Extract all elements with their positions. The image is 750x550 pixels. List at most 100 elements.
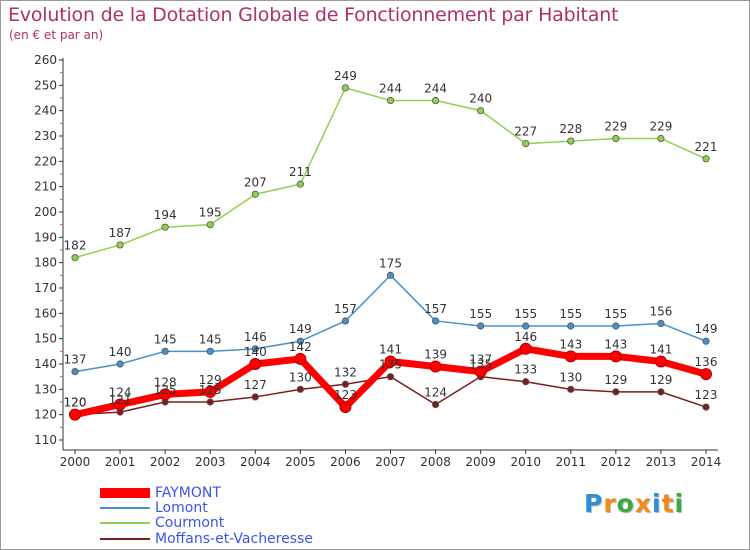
data-label: 123 xyxy=(334,388,357,402)
x-tick-label: 2002 xyxy=(150,455,181,469)
x-tick-label: 2001 xyxy=(105,455,136,469)
data-label: 140 xyxy=(109,345,132,359)
y-tick-label: 170 xyxy=(34,281,57,295)
data-point xyxy=(431,400,440,409)
data-label: 129 xyxy=(604,373,627,387)
x-tick-label: 2005 xyxy=(285,455,316,469)
data-point xyxy=(386,373,395,381)
data-label: 128 xyxy=(154,375,177,389)
logo-letter: o xyxy=(616,489,635,518)
data-label: 229 xyxy=(604,120,627,134)
data-label: 132 xyxy=(334,365,357,379)
legend-swatch-lomont xyxy=(100,507,150,509)
data-label: 145 xyxy=(199,332,222,346)
data-point xyxy=(384,355,397,368)
legend-label-faymont: FAYMONT xyxy=(155,485,221,501)
data-label: 125 xyxy=(199,383,222,397)
data-label: 142 xyxy=(289,340,312,354)
data-point xyxy=(612,134,620,143)
data-label: 149 xyxy=(289,322,312,336)
logo-letter: x xyxy=(634,489,652,518)
data-point xyxy=(206,347,214,355)
data-label: 141 xyxy=(649,342,672,356)
data-label: 125 xyxy=(154,383,177,397)
y-tick-label: 140 xyxy=(34,357,57,371)
x-tick-label: 2014 xyxy=(691,455,722,469)
data-point xyxy=(341,380,350,388)
data-label: 129 xyxy=(649,373,672,387)
data-label: 124 xyxy=(424,386,447,400)
data-point xyxy=(251,345,259,353)
data-label: 155 xyxy=(469,307,492,321)
data-point xyxy=(71,367,79,376)
data-point xyxy=(612,388,620,396)
data-label: 120 xyxy=(64,396,87,410)
x-tick-label: 2009 xyxy=(465,455,496,469)
y-tick-label: 160 xyxy=(34,306,57,320)
y-tick-label: 180 xyxy=(34,256,57,270)
data-point xyxy=(477,107,485,115)
y-tick-label: 260 xyxy=(34,53,57,67)
y-tick-label: 250 xyxy=(34,78,57,92)
data-point xyxy=(522,140,530,148)
data-point xyxy=(477,322,485,330)
data-label: 129 xyxy=(199,373,222,387)
data-point xyxy=(654,355,667,368)
x-tick-label: 2011 xyxy=(556,455,587,469)
chart-title: Evolution de la Dotation Globale de Fonc… xyxy=(8,4,619,26)
proxiti-logo: Proxiti xyxy=(584,489,684,518)
data-point xyxy=(116,360,124,368)
data-point xyxy=(251,190,259,198)
data-point xyxy=(657,319,665,328)
data-label: 182 xyxy=(64,239,87,253)
data-point xyxy=(700,368,712,381)
data-label: 207 xyxy=(244,175,267,189)
data-label: 145 xyxy=(154,332,177,346)
data-point xyxy=(386,271,395,279)
data-label: 240 xyxy=(469,92,492,106)
data-label: 137 xyxy=(469,353,492,367)
data-label: 244 xyxy=(424,82,447,96)
data-label: 175 xyxy=(379,256,402,270)
data-point xyxy=(206,398,214,406)
y-tick-label: 190 xyxy=(34,230,57,244)
data-point xyxy=(612,322,620,330)
data-point xyxy=(702,155,710,163)
data-point xyxy=(294,352,307,365)
data-point xyxy=(702,337,710,345)
chart-subtitle: (en € et par an) xyxy=(9,28,104,42)
series-line-courmont xyxy=(74,87,707,259)
x-tick-label: 2000 xyxy=(60,455,91,469)
y-tick-label: 200 xyxy=(34,205,57,219)
y-tick-label: 230 xyxy=(34,129,57,143)
data-label: 143 xyxy=(559,337,582,351)
data-point xyxy=(249,358,262,370)
data-point xyxy=(567,385,575,393)
data-label: 136 xyxy=(695,355,718,369)
data-label: 120 xyxy=(64,396,87,410)
data-point xyxy=(296,180,304,188)
data-label: 149 xyxy=(695,322,718,336)
x-tick-label: 2012 xyxy=(601,455,632,469)
data-label: 140 xyxy=(244,345,267,359)
data-label: 249 xyxy=(334,69,357,83)
data-label: 139 xyxy=(424,348,447,362)
data-point xyxy=(519,342,532,355)
data-point xyxy=(69,408,81,421)
data-point xyxy=(431,96,440,105)
x-tick-label: 2008 xyxy=(420,455,451,469)
data-point xyxy=(161,223,169,231)
logo-letter: i xyxy=(652,489,662,518)
data-label: 194 xyxy=(154,208,177,222)
data-point xyxy=(386,96,395,105)
data-label: 228 xyxy=(559,122,582,136)
data-point xyxy=(341,84,350,92)
data-point xyxy=(522,322,530,330)
data-point xyxy=(522,378,530,386)
data-label: 146 xyxy=(514,330,537,344)
x-tick-label: 2013 xyxy=(646,455,677,469)
data-label: 157 xyxy=(334,302,357,316)
data-label: 124 xyxy=(109,386,132,400)
x-tick-label: 2010 xyxy=(510,455,541,469)
